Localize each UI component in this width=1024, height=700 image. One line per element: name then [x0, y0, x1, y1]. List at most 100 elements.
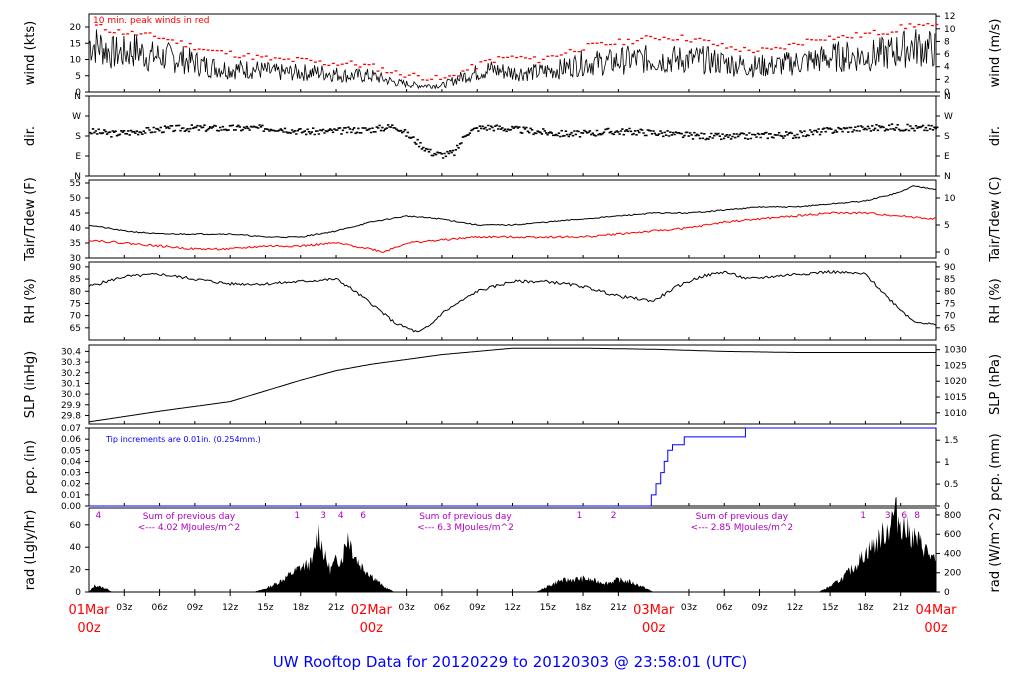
rad-tick-label-right: 600: [944, 530, 961, 540]
pcp-tick-label: 0.01: [61, 491, 81, 501]
peak-wind-mark: [810, 39, 814, 41]
hour-marker: 3: [320, 511, 326, 521]
rh-tick-label: 75: [70, 299, 81, 309]
temp-tick-label: 35: [70, 239, 81, 249]
peak-wind-mark: [698, 37, 702, 40]
peak-wind-mark: [322, 63, 326, 66]
peak-wind-mark: [635, 39, 639, 42]
peak-wind-mark: [631, 43, 635, 45]
time-axis-label: 09z: [751, 603, 767, 613]
time-axis-label: 09z: [187, 603, 203, 613]
temp-tick-label: 45: [70, 209, 81, 219]
peak-wind-mark: [403, 76, 407, 78]
temp-tick-label: 50: [70, 194, 82, 204]
peak-wind-mark: [577, 50, 581, 53]
peak-wind-mark: [309, 59, 313, 62]
peak-wind-mark: [622, 43, 626, 46]
peak-wind-mark: [166, 38, 170, 41]
peak-wind-mark: [819, 39, 823, 41]
peak-wind-mark: [756, 50, 760, 52]
time-axis-label: 12z: [222, 603, 238, 613]
peak-wind-mark: [121, 33, 125, 35]
peak-wind-mark: [372, 63, 376, 65]
peak-wind-mark: [358, 66, 362, 68]
time-axis-label: 18z: [857, 603, 873, 613]
peak-wind-mark: [676, 39, 680, 41]
peak-wind-mark: [430, 78, 434, 80]
peak-wind-mark: [765, 47, 769, 49]
rh-tick-label-right: 65: [944, 324, 955, 334]
peak-wind-mark: [474, 67, 478, 70]
peak-wind-mark: [367, 64, 371, 66]
time-axis-label: 21z: [610, 603, 626, 613]
peak-wind-mark: [170, 39, 174, 41]
peak-wind-mark: [246, 52, 250, 55]
peak-wind-mark: [345, 62, 349, 65]
peak-wind-mark: [752, 51, 756, 54]
peak-wind-mark: [148, 32, 152, 34]
dir-tick-label: W: [72, 112, 81, 122]
peak-wind-mark: [139, 33, 143, 35]
dir-ylabel: dir.: [23, 126, 38, 146]
peak-wind-mark: [796, 43, 800, 46]
hour-marker: 1: [860, 511, 866, 521]
peak-wind-mark: [787, 43, 791, 45]
peak-wind-mark: [573, 50, 577, 53]
peak-wind-mark: [179, 40, 183, 42]
wind-tick-label-right: 12: [944, 12, 955, 22]
time-axis-label: 21z: [328, 603, 344, 613]
wind-tick-label-right: 0: [944, 88, 950, 98]
date-label: 04Mar: [915, 603, 957, 618]
peak-wind-mark: [899, 24, 903, 26]
peak-wind-mark: [828, 35, 832, 37]
dew-point-line: [88, 211, 937, 253]
peak-wind-mark: [510, 55, 514, 57]
rh-tick-label-right: 80: [944, 287, 956, 297]
peak-wind-mark: [850, 37, 854, 39]
temp-tick-label-right: 10: [944, 194, 956, 204]
peak-wind-mark: [501, 57, 505, 59]
sum-value-1: <--- 6.3 MJoules/m^2: [417, 523, 514, 533]
peak-wind-mark: [684, 39, 688, 42]
dir-tick-label: N: [74, 172, 81, 182]
peak-wind-mark: [769, 48, 773, 50]
peak-wind-mark: [264, 55, 268, 57]
sum-value-0: <--- 4.02 MJoules/m^2: [138, 523, 240, 533]
peak-wind-mark: [662, 36, 666, 38]
hour-marker: 2: [611, 511, 617, 521]
peak-wind-mark: [532, 56, 536, 58]
peak-wind-mark: [193, 49, 197, 51]
peak-wind-mark: [693, 38, 697, 40]
peak-wind-mark: [443, 77, 447, 79]
peak-wind-mark: [99, 23, 103, 26]
peak-wind-mark: [550, 55, 554, 57]
peak-wind-mark: [255, 54, 259, 57]
rh-tick-label: 85: [70, 275, 81, 285]
temp-ylabel: Tair/Tdew (F): [23, 177, 38, 262]
peak-wind-mark: [304, 58, 308, 60]
wind-tick-label-right: 6: [944, 50, 950, 60]
peak-wind-mark: [738, 50, 742, 52]
peak-wind-mark: [743, 46, 747, 49]
rh-ylabel: RH (%): [23, 278, 38, 323]
peak-wind-mark: [318, 60, 322, 62]
time-axis-label: 15z: [822, 603, 838, 613]
sum-label-1: Sum of previous day: [419, 512, 512, 522]
pcp-tick-label-right: 0: [944, 502, 950, 512]
peak-wind-mark: [296, 56, 300, 59]
peak-wind-mark: [112, 32, 116, 34]
peak-wind-mark: [644, 35, 648, 37]
peak-wind-mark: [872, 29, 876, 32]
slp-tick-label-right: 1020: [944, 377, 967, 387]
wind-tick-label: 20: [70, 23, 82, 33]
peak-wind-mark: [783, 48, 787, 50]
rh-ylabel-right: RH (%): [988, 278, 1003, 323]
peak-wind-mark: [707, 39, 711, 42]
slp-tick-label-right: 1025: [944, 361, 967, 371]
radiation-area: [89, 497, 936, 592]
hour-marker: 1: [294, 511, 300, 521]
pcp-ylabel: pcp. (in): [23, 440, 38, 494]
peak-wind-mark: [452, 74, 456, 77]
slp-tick-label-right: 1010: [944, 409, 967, 419]
peak-wind-mark: [175, 42, 179, 44]
